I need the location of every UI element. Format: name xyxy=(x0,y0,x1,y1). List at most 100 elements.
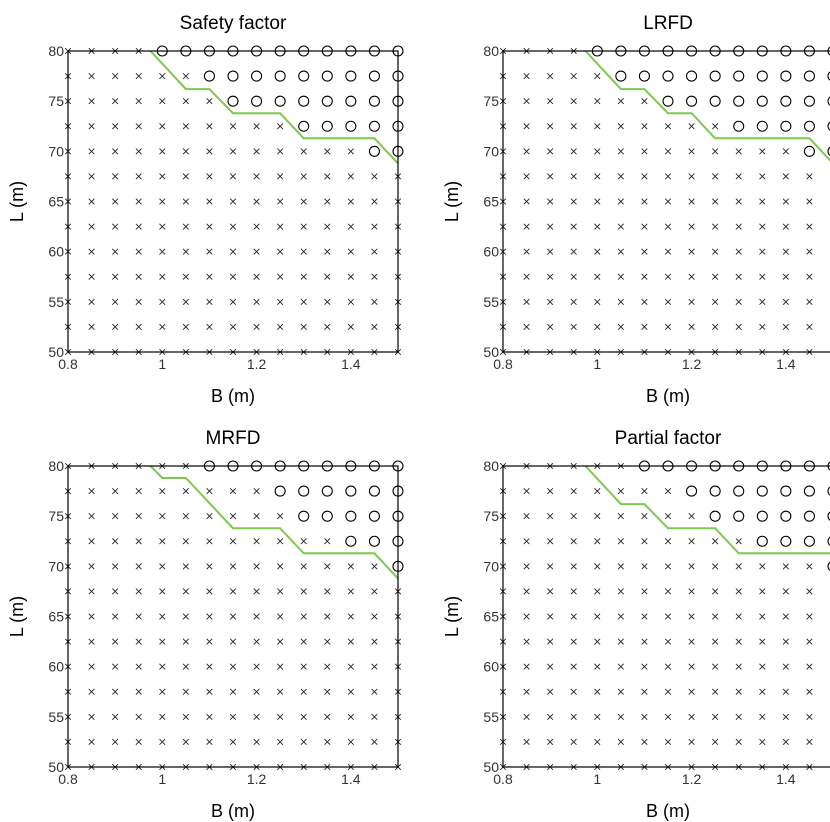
circle-marker xyxy=(780,95,792,107)
cross-marker xyxy=(206,323,213,331)
x-tick-label: 1.2 xyxy=(247,771,267,787)
cross-marker xyxy=(523,323,530,331)
cross-marker xyxy=(300,248,307,255)
cross-marker xyxy=(547,613,554,620)
cross-marker xyxy=(759,588,766,595)
circle-marker xyxy=(345,535,357,547)
cross-marker xyxy=(664,223,672,230)
cross-marker xyxy=(324,663,331,670)
cross-marker xyxy=(547,72,554,80)
cross-marker xyxy=(570,638,577,645)
cross-marker xyxy=(324,198,331,205)
cross-marker xyxy=(570,148,577,155)
cross-marker xyxy=(253,223,260,230)
chart-panel-2: LRFD B (m) L (m) 50 55 60 65 70 75 80 0.8 1 1.2 1.4 xyxy=(442,13,830,406)
cross-marker xyxy=(253,123,260,130)
cross-marker xyxy=(277,663,284,670)
cross-marker xyxy=(112,513,119,520)
cross-marker xyxy=(253,248,260,255)
cross-marker xyxy=(300,148,307,155)
cross-marker xyxy=(112,98,119,105)
cross-marker xyxy=(641,223,648,230)
circle-marker xyxy=(756,485,768,497)
circle-marker xyxy=(827,511,830,521)
cross-marker xyxy=(135,273,142,280)
cross-marker xyxy=(229,688,237,695)
cross-marker xyxy=(324,613,331,620)
cross-marker xyxy=(229,123,237,130)
cross-marker xyxy=(253,613,260,620)
y-tick-label: 55 xyxy=(483,294,499,310)
circle-marker xyxy=(756,70,768,82)
cross-marker xyxy=(159,588,166,595)
cross-marker xyxy=(88,148,95,155)
cross-marker xyxy=(324,588,331,595)
cross-marker xyxy=(594,663,601,670)
cross-marker xyxy=(570,198,577,205)
cross-marker xyxy=(182,663,189,670)
cross-marker xyxy=(182,223,189,230)
cross-marker xyxy=(206,638,213,645)
cross-marker xyxy=(664,738,672,746)
cross-marker xyxy=(547,487,554,495)
circle-marker xyxy=(321,485,333,497)
cross-marker xyxy=(182,173,189,180)
cross-marker xyxy=(547,148,554,155)
cross-marker xyxy=(253,638,260,645)
cross-marker xyxy=(617,588,624,595)
cross-marker xyxy=(88,588,95,595)
cross-marker xyxy=(712,563,719,570)
cross-marker xyxy=(806,223,813,230)
feasibility-boundary-line xyxy=(149,465,399,580)
chart-title: MRFD xyxy=(206,428,261,449)
cross-marker xyxy=(570,688,577,695)
cross-marker xyxy=(735,688,742,695)
cross-marker xyxy=(300,538,307,545)
x-tick-label: 1.4 xyxy=(776,356,796,372)
y-tick-label: 80 xyxy=(48,458,64,474)
cross-marker xyxy=(182,248,189,255)
x-tick-label: 1.4 xyxy=(776,771,796,787)
cross-marker xyxy=(523,248,530,255)
cross-marker xyxy=(182,148,189,155)
y-tick-label: 65 xyxy=(483,194,499,210)
cross-marker xyxy=(112,588,119,595)
cross-marker xyxy=(688,223,695,230)
cross-marker xyxy=(570,713,577,720)
cross-marker xyxy=(112,538,119,545)
y-tick-label: 50 xyxy=(48,344,64,360)
cross-marker xyxy=(112,323,119,331)
cross-marker xyxy=(253,588,260,595)
cross-marker xyxy=(277,563,284,570)
cross-marker xyxy=(88,688,95,695)
circle-marker xyxy=(345,120,357,132)
cross-marker xyxy=(88,98,95,105)
cross-marker xyxy=(371,248,378,255)
cross-marker xyxy=(712,538,719,545)
circle-marker xyxy=(709,95,721,107)
cross-marker xyxy=(112,713,119,720)
cross-marker xyxy=(641,198,648,205)
cross-marker xyxy=(570,487,577,495)
cross-marker xyxy=(547,638,554,645)
cross-marker xyxy=(88,72,95,80)
circle-marker xyxy=(780,535,792,547)
cross-marker xyxy=(735,538,742,545)
cross-marker xyxy=(782,298,789,305)
x-tick-label: 0.8 xyxy=(58,771,78,787)
cross-marker xyxy=(229,588,237,595)
y-axis-label: L (m) xyxy=(442,596,462,637)
circle-marker xyxy=(827,71,830,81)
cross-marker xyxy=(664,248,672,255)
cross-marker xyxy=(547,273,554,280)
cross-marker xyxy=(664,563,672,570)
cross-marker xyxy=(712,148,719,155)
cross-marker xyxy=(300,663,307,670)
cross-marker xyxy=(112,198,119,205)
cross-marker xyxy=(712,688,719,695)
cross-marker xyxy=(300,738,307,746)
cross-marker xyxy=(782,198,789,205)
cross-marker xyxy=(112,638,119,645)
cross-marker xyxy=(641,148,648,155)
circle-marker xyxy=(368,120,380,132)
